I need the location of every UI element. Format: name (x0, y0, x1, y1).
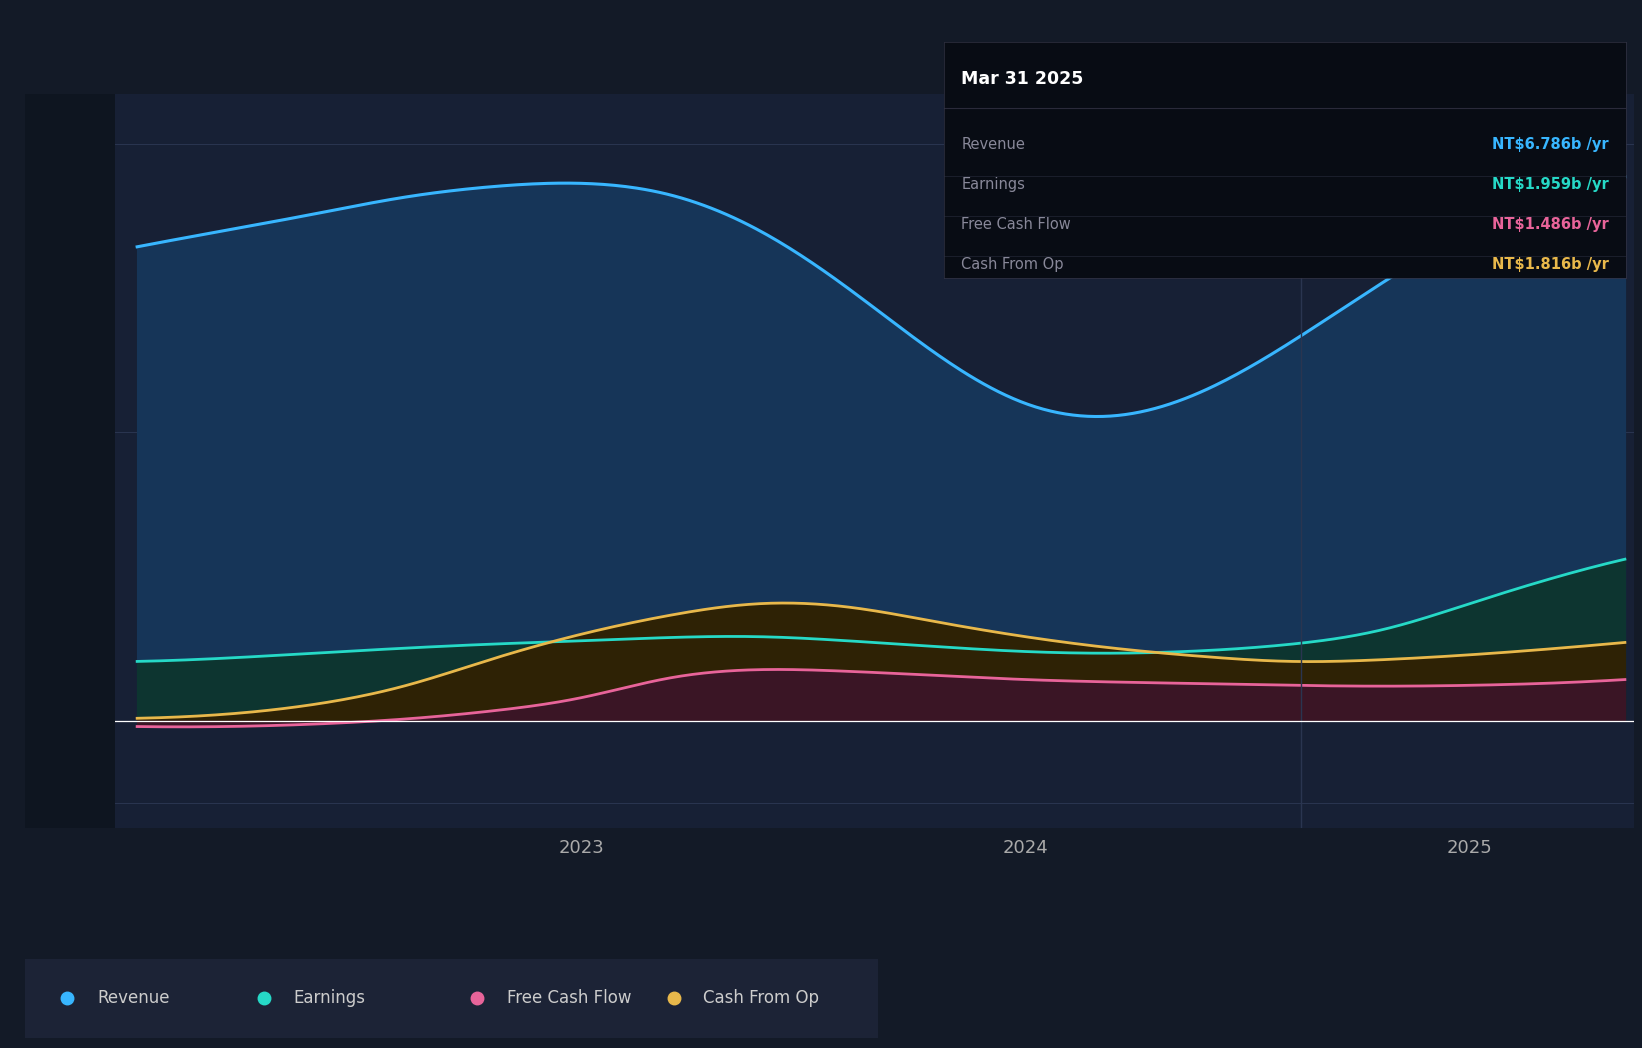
Text: NT$7b: NT$7b (53, 135, 107, 153)
Text: -NT$1b: -NT$1b (48, 794, 107, 812)
Text: Earnings: Earnings (294, 989, 366, 1007)
Text: Cash From Op: Cash From Op (703, 989, 819, 1007)
Text: Free Cash Flow: Free Cash Flow (507, 989, 632, 1007)
Text: Past: Past (1593, 135, 1626, 150)
Text: NT$1.816b /yr: NT$1.816b /yr (1491, 257, 1609, 272)
Text: NT$0: NT$0 (64, 712, 107, 729)
Text: NT$6.786b /yr: NT$6.786b /yr (1493, 137, 1609, 152)
Text: Revenue: Revenue (97, 989, 169, 1007)
Text: NT$1.959b /yr: NT$1.959b /yr (1493, 177, 1609, 192)
Text: Earnings: Earnings (961, 177, 1025, 192)
Text: Mar 31 2025: Mar 31 2025 (961, 70, 1084, 88)
Text: Free Cash Flow: Free Cash Flow (961, 217, 1071, 233)
Text: Revenue: Revenue (961, 137, 1025, 152)
Text: NT$1.486b /yr: NT$1.486b /yr (1493, 217, 1609, 233)
Text: Cash From Op: Cash From Op (961, 257, 1064, 272)
